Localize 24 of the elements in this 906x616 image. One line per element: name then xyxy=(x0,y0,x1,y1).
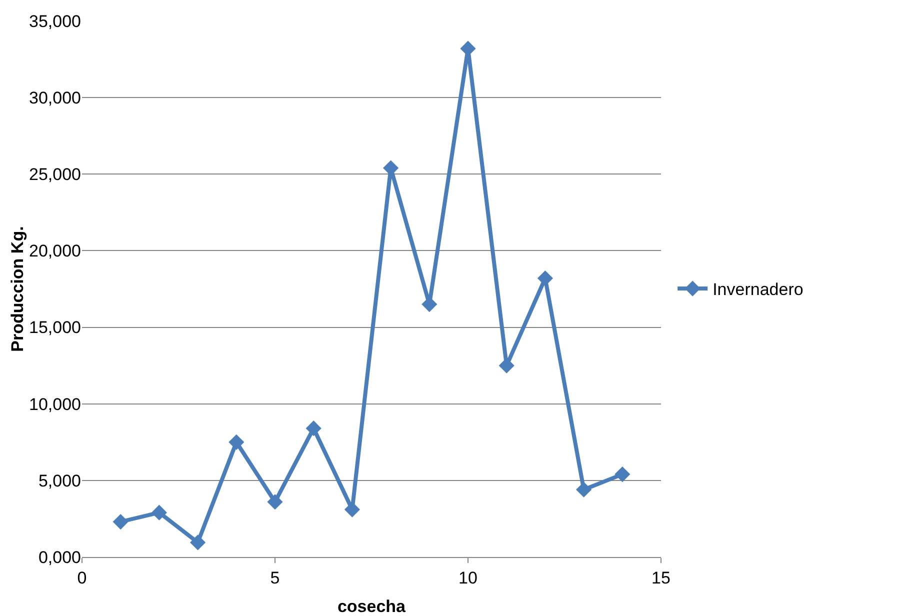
x-tick-label: 5 xyxy=(270,568,280,588)
point xyxy=(190,534,206,550)
y-tick-label: 5,000 xyxy=(38,471,81,490)
y-axis-title: Produccion Kg. xyxy=(8,226,27,352)
legend-label: Invernadero xyxy=(712,280,804,300)
x-tick-label: 10 xyxy=(458,568,478,588)
point xyxy=(576,482,592,498)
point xyxy=(151,504,167,520)
point xyxy=(267,494,283,510)
x-axis-title: cosecha xyxy=(337,597,406,616)
y-tick-label: 35,000 xyxy=(29,12,81,31)
point xyxy=(537,270,553,286)
y-tick-label: 20,000 xyxy=(29,242,81,261)
y-tick-label: 0,000 xyxy=(38,548,81,567)
y-tick-label: 10,000 xyxy=(29,394,81,414)
y-tick-label: 30,000 xyxy=(29,88,81,108)
point xyxy=(112,514,128,530)
x-tick-label: 15 xyxy=(652,568,670,588)
point xyxy=(614,466,630,482)
x-tick-label: 0 xyxy=(77,568,87,588)
point xyxy=(306,420,322,436)
point xyxy=(228,434,244,450)
y-tick-label: 15,000 xyxy=(29,318,81,338)
y-tick-label: 25,000 xyxy=(29,165,81,184)
